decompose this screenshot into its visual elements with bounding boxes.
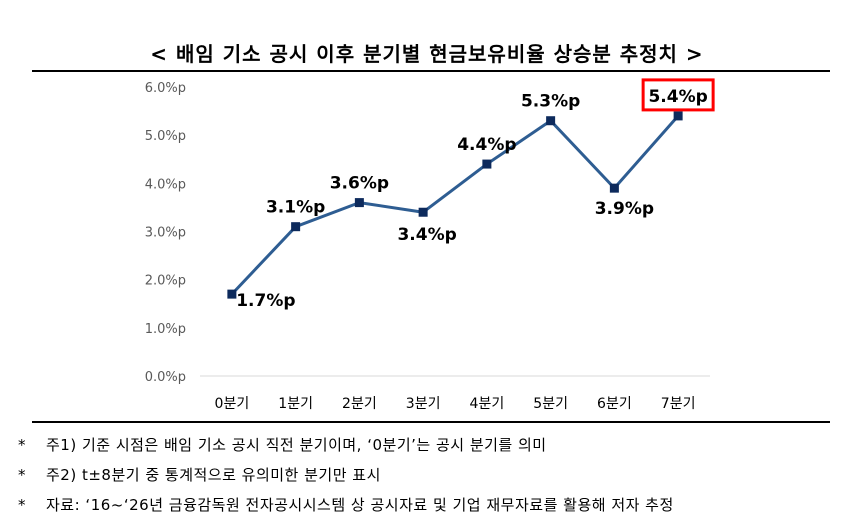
y-tick-label: 5.0%p: [145, 129, 186, 144]
y-tick-label: 3.0%p: [145, 226, 186, 241]
data-point-marker: [354, 198, 364, 208]
data-label: 3.9%p: [595, 199, 654, 219]
data-label: 3.6%p: [330, 174, 389, 194]
chart-title: < 배임 기소 공시 이후 분기별 현금보유비율 상승분 추정치 >: [150, 42, 704, 66]
footnote-text: 주2) t±8분기 중 통계적으로 유의미한 분기만 표시: [46, 466, 381, 484]
title-divider: [32, 70, 830, 72]
x-tick-label: 4분기: [470, 396, 505, 412]
data-label: 1.7%p: [236, 291, 295, 311]
line-chart: 0.0%p 1.0%p 2.0%p 3.0%p 4.0%p 5.0%p 6.0%p 0분기 1분…: [145, 78, 715, 412]
footnote-1: * 주1) 기준 시점은 배임 기소 공시 직전 분기이며, ‘0분기’는 공시 …: [18, 430, 854, 460]
x-tick-label: 5분기: [533, 396, 568, 412]
data-label: 5.4%p: [648, 87, 707, 107]
data-label: 3.1%p: [266, 198, 325, 218]
data-point-marker: [418, 207, 428, 217]
x-tick-label: 1분기: [278, 396, 313, 412]
y-tick-label: 0.0%p: [145, 370, 186, 385]
x-tick-label: 6분기: [597, 396, 632, 412]
data-label: 5.3%p: [521, 92, 580, 112]
footnote-bullet: *: [18, 436, 26, 454]
data-point-marker: [482, 159, 492, 169]
y-tick-label: 4.0%p: [145, 177, 186, 192]
y-tick-label: 6.0%p: [145, 81, 186, 96]
notes-divider: [32, 421, 830, 423]
footnote-text: 주1) 기준 시점은 배임 기소 공시 직전 분기이며, ‘0분기’는 공시 분…: [46, 436, 547, 454]
data-point-marker: [291, 222, 301, 232]
x-tick-label: 3분기: [406, 396, 441, 412]
data-label: 3.4%p: [397, 225, 456, 245]
footnote-bullet: *: [18, 496, 26, 514]
highlight-box: [641, 78, 715, 112]
data-label: 4.4%p: [457, 135, 516, 155]
data-point-marker: [546, 116, 556, 126]
data-point-marker: [609, 183, 619, 193]
data-point-marker: [227, 289, 237, 299]
x-tick-label: 7분기: [661, 396, 696, 412]
y-tick-label: 1.0%p: [145, 322, 186, 337]
footnote-bullet: *: [18, 466, 26, 484]
footnote-source: * 자료: ‘16~‘26년 금융감독원 전자공시시스템 상 공시자료 및 기업 …: [18, 490, 854, 520]
series-line: [230, 114, 680, 296]
footnote-2: * 주2) t±8분기 중 통계적으로 유의미한 분기만 표시: [18, 460, 854, 490]
data-point-marker: [673, 111, 683, 121]
y-tick-label: 2.0%p: [145, 274, 186, 289]
footnote-text: 자료: ‘16~‘26년 금융감독원 전자공시시스템 상 공시자료 및 기업 재…: [46, 496, 674, 514]
x-tick-label: 2분기: [342, 396, 377, 412]
footnotes: * 주1) 기준 시점은 배임 기소 공시 직전 분기이며, ‘0분기’는 공시 …: [18, 430, 854, 520]
x-tick-label: 0분기: [215, 396, 250, 412]
